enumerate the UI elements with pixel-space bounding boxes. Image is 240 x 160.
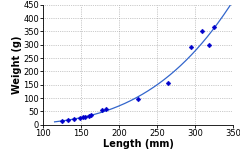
Y-axis label: Weight (g): Weight (g): [12, 36, 22, 94]
Point: [87, 115, 91, 118]
Point: [136, 98, 140, 101]
Point: [60, 120, 64, 122]
Point: [78, 117, 82, 119]
Point: [66, 119, 70, 121]
Point: [104, 108, 108, 110]
Point: [189, 46, 193, 49]
Point: [81, 116, 84, 119]
X-axis label: Length (mm): Length (mm): [102, 139, 174, 149]
Point: [166, 82, 170, 85]
Point: [201, 30, 204, 33]
Point: [207, 44, 210, 46]
Point: [212, 26, 216, 29]
Point: [89, 114, 93, 117]
Point: [72, 118, 75, 121]
Point: [100, 109, 104, 111]
Point: [83, 116, 87, 118]
